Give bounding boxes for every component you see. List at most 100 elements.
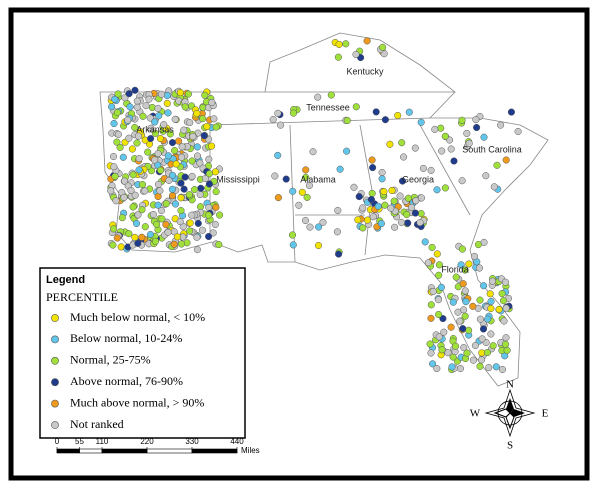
gauge-site: [135, 154, 143, 163]
gauge-site: [154, 180, 163, 188]
gauge-site: [417, 194, 426, 202]
gauge-site: [363, 37, 371, 45]
gauge-site: [378, 175, 386, 183]
gauge-site: [177, 194, 185, 202]
gauge-site: [199, 115, 207, 123]
gauge-site: [359, 204, 367, 212]
gauge-site: [438, 147, 446, 155]
gauge-site: [201, 91, 209, 99]
compass-n: N: [506, 379, 514, 391]
gauge-site: [352, 50, 360, 58]
gauge-site: [178, 153, 186, 161]
gauge-site: [397, 218, 405, 226]
state-label: Kentucky: [346, 66, 384, 76]
gauge-site: [274, 151, 282, 159]
gauge-site: [126, 103, 134, 111]
gauge-site: [458, 177, 466, 185]
gauge-site: [458, 245, 466, 253]
gauge-site: [196, 191, 204, 199]
gauge-site: [447, 323, 455, 331]
gauge-site: [211, 220, 219, 229]
gauge-site: [367, 195, 375, 204]
gauge-site: [131, 191, 139, 199]
gauge-site: [457, 261, 465, 269]
gauge-site: [433, 250, 441, 258]
gauge-site: [427, 314, 435, 322]
gauge-site: [193, 143, 201, 151]
gauge-site: [201, 174, 210, 183]
gauge-site: [456, 364, 465, 373]
gauge-site: [184, 90, 192, 98]
gauge-site: [129, 203, 137, 211]
gauge-site: [394, 111, 402, 120]
gauge-site: [188, 172, 196, 180]
gauge-site: [452, 273, 460, 281]
gauge-site: [301, 216, 310, 225]
gauge-site: [141, 187, 149, 195]
scale-segment: [56, 448, 80, 454]
gauge-site: [164, 228, 172, 236]
gauge-site: [486, 290, 494, 298]
gauge-site: [138, 180, 147, 189]
legend-label: Below normal, 10-24%: [70, 331, 182, 345]
gauge-site: [335, 40, 343, 48]
gauge-site: [205, 180, 213, 188]
state-label: Georgia: [402, 174, 434, 184]
gauge-site: [412, 197, 420, 205]
gauge-site: [459, 325, 467, 333]
gauge-site: [427, 166, 435, 174]
compass-w: W: [470, 408, 481, 420]
gauge-site: [134, 132, 142, 140]
gauge-site: [437, 283, 445, 291]
gauge-site: [205, 203, 213, 212]
gauge-site: [306, 223, 314, 231]
gauge-site: [177, 240, 186, 248]
gauge-site: [390, 197, 398, 205]
scale-label: 110: [96, 437, 109, 446]
gauge-site: [162, 200, 170, 208]
gauge-site: [416, 219, 424, 227]
state-label: Alabama: [300, 174, 336, 184]
gauge-site: [200, 132, 208, 140]
gauge-site: [387, 204, 395, 212]
gauge-site: [498, 365, 507, 374]
gauge-site: [433, 186, 441, 194]
gauge-site: [110, 119, 118, 128]
compass-ring: [497, 400, 523, 426]
gauge-site: [113, 109, 121, 117]
gauge-site: [212, 188, 220, 196]
gauge-site: [502, 334, 510, 342]
gauge-site: [458, 116, 466, 124]
gauge-site: [198, 226, 207, 234]
gauge-site: [118, 214, 126, 222]
state-label: Florida: [441, 264, 469, 274]
gauge-site: [181, 103, 189, 111]
gauge-site: [120, 193, 128, 201]
gauge-site: [483, 348, 492, 357]
gauge-site: [186, 119, 194, 127]
gauge-site: [502, 340, 510, 348]
gauge-site: [176, 218, 184, 226]
gauge-site: [369, 213, 377, 221]
gauge-site: [476, 315, 484, 323]
gauge-site: [343, 147, 351, 155]
gauge-site: [421, 238, 429, 246]
gauge-site: [178, 143, 186, 151]
gauge-site: [164, 152, 172, 160]
gauge-site: [487, 297, 495, 306]
gauge-site: [439, 315, 447, 323]
scale-unit: Miles: [241, 446, 260, 455]
gauge-site: [319, 218, 327, 226]
gauge-site: [171, 200, 180, 208]
gauge-site: [381, 201, 389, 209]
gauge-site: [473, 123, 481, 132]
gauge-site: [479, 325, 488, 333]
gauge-site: [474, 241, 482, 249]
compass-s: S: [507, 440, 513, 452]
gauge-site: [193, 152, 202, 160]
gauge-site: [145, 95, 153, 103]
gauge-site: [141, 223, 149, 231]
gauge-site: [359, 224, 367, 232]
gauge-site: [212, 203, 220, 211]
